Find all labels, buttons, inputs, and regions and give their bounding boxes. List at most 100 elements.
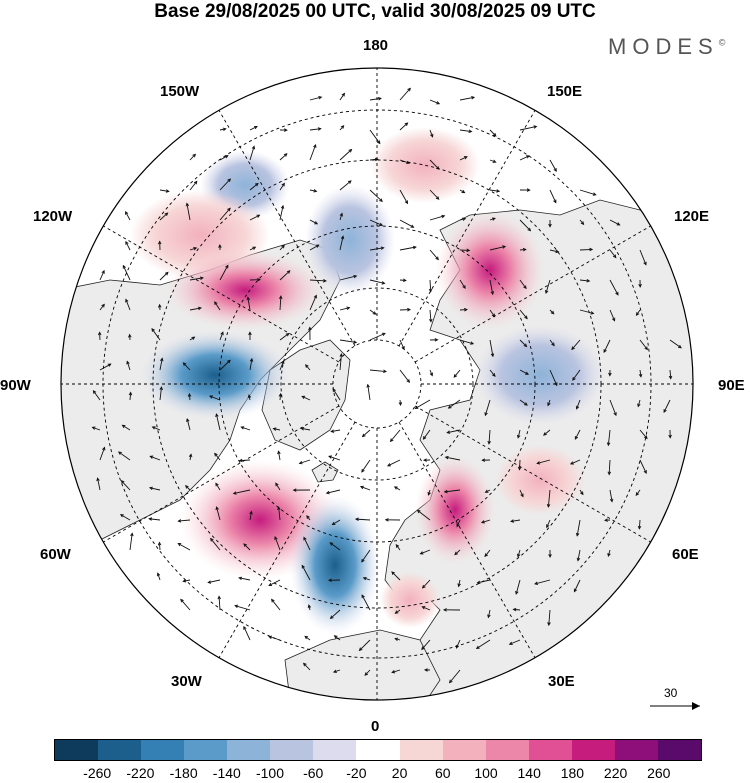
wind-arrow — [394, 609, 401, 614]
wind-arrow — [149, 455, 161, 461]
wind-arrow — [125, 298, 131, 311]
wind-arrow — [429, 99, 441, 105]
wind-arrow — [459, 189, 466, 194]
wind-arrow — [638, 279, 642, 288]
wind-arrow — [399, 87, 411, 101]
colorbar-segment — [399, 740, 443, 760]
wind-arrow — [421, 639, 431, 651]
colorbar-segment — [614, 740, 658, 760]
wind-arrow — [275, 482, 281, 491]
wind-arrow — [215, 506, 221, 521]
wind-arrow — [668, 429, 672, 439]
wind-arrow — [519, 219, 532, 232]
wind-arrow — [240, 426, 251, 431]
wind-arrow — [278, 295, 283, 311]
wind-arrow — [579, 219, 585, 226]
wind-arrow — [635, 489, 641, 497]
wind-arrow — [329, 542, 341, 551]
wind-arrow — [121, 424, 131, 431]
wind-arrow — [243, 625, 251, 641]
wind-arrow — [609, 399, 617, 417]
wind-arrow — [148, 486, 161, 491]
wind-arrow — [369, 332, 386, 341]
wind-arrow — [207, 579, 221, 584]
wind-arrow — [547, 609, 551, 627]
colorbar-segment — [356, 740, 400, 760]
wind-arrow — [517, 459, 522, 471]
wind-arrow — [309, 244, 320, 251]
wind-arrow — [399, 189, 409, 205]
wind-arrow — [668, 369, 673, 380]
wind-arrow — [607, 549, 611, 557]
wind-arrow — [549, 159, 557, 172]
wind-arrow — [249, 510, 253, 521]
wind-arrow — [189, 336, 196, 341]
wind-arrow — [635, 309, 641, 316]
colorbar-segment — [55, 740, 99, 760]
wind-arrow — [369, 219, 384, 226]
wind-arrow — [361, 549, 371, 563]
wind-arrow — [292, 488, 311, 492]
wind-arrow — [608, 369, 612, 377]
wind-arrow — [232, 489, 251, 495]
wind-arrow — [249, 182, 259, 191]
brand-mark: © — [718, 37, 726, 48]
wind-arrow — [339, 212, 343, 221]
wind-arrow — [217, 595, 221, 611]
map-border — [60, 67, 694, 701]
wind-arrow — [301, 395, 311, 401]
wind-arrow — [519, 369, 530, 375]
wind-arrow — [398, 399, 403, 406]
wind-arrow — [609, 219, 621, 226]
wind-arrow — [639, 459, 647, 475]
wind-arrow — [339, 180, 352, 191]
wind-arrow — [519, 247, 527, 252]
wind-arrow — [159, 271, 169, 281]
wind-arrow — [279, 270, 291, 281]
wind-arrow — [339, 235, 345, 251]
colorbar-tick-label: -260 — [83, 765, 112, 781]
wind-arrow — [369, 279, 386, 285]
colorbar-segment — [98, 740, 142, 760]
wind-arrow — [453, 369, 461, 378]
wind-arrow — [519, 489, 524, 498]
anomaly-high-eastasia — [495, 445, 585, 515]
wind-arrow — [214, 301, 221, 311]
wind-arrow — [249, 246, 257, 251]
wind-arrow — [459, 339, 475, 345]
wind-arrow — [249, 357, 254, 371]
wind-arrow — [339, 353, 344, 371]
wind-arrow — [189, 276, 204, 281]
wind-arrow — [399, 369, 410, 383]
colorbar-segment — [313, 740, 357, 760]
wind-arrow — [448, 669, 461, 684]
wind-arrow — [639, 339, 648, 351]
wind-arrow — [609, 489, 614, 503]
lon-label-90w: 90W — [0, 377, 31, 394]
wind-arrow — [571, 339, 581, 351]
wind-vectors — [91, 87, 682, 684]
wind-arrow — [669, 339, 682, 349]
wind-arrow — [421, 579, 431, 589]
wind-arrow — [637, 519, 642, 530]
wind-arrow — [429, 129, 434, 138]
wind-arrow — [543, 429, 551, 436]
wind-arrow — [219, 359, 231, 371]
wind-arrow — [573, 579, 581, 593]
wind-arrow — [579, 489, 584, 496]
wind-arrow — [369, 189, 383, 203]
wind-arrow — [369, 129, 381, 145]
wind-arrow — [572, 369, 581, 381]
wind-arrow — [117, 451, 131, 461]
map-content — [61, 68, 693, 700]
wind-arrow — [489, 279, 495, 296]
wind-arrow — [92, 390, 101, 401]
wind-arrow — [429, 309, 433, 323]
wind-arrow — [429, 338, 439, 342]
wind-arrow — [606, 429, 611, 447]
wind-arrow — [238, 576, 251, 581]
wind-arrow — [429, 214, 446, 221]
wind-arrow — [249, 126, 258, 131]
wind-arrow — [546, 489, 551, 508]
anomaly-low-hudson — [140, 330, 290, 420]
